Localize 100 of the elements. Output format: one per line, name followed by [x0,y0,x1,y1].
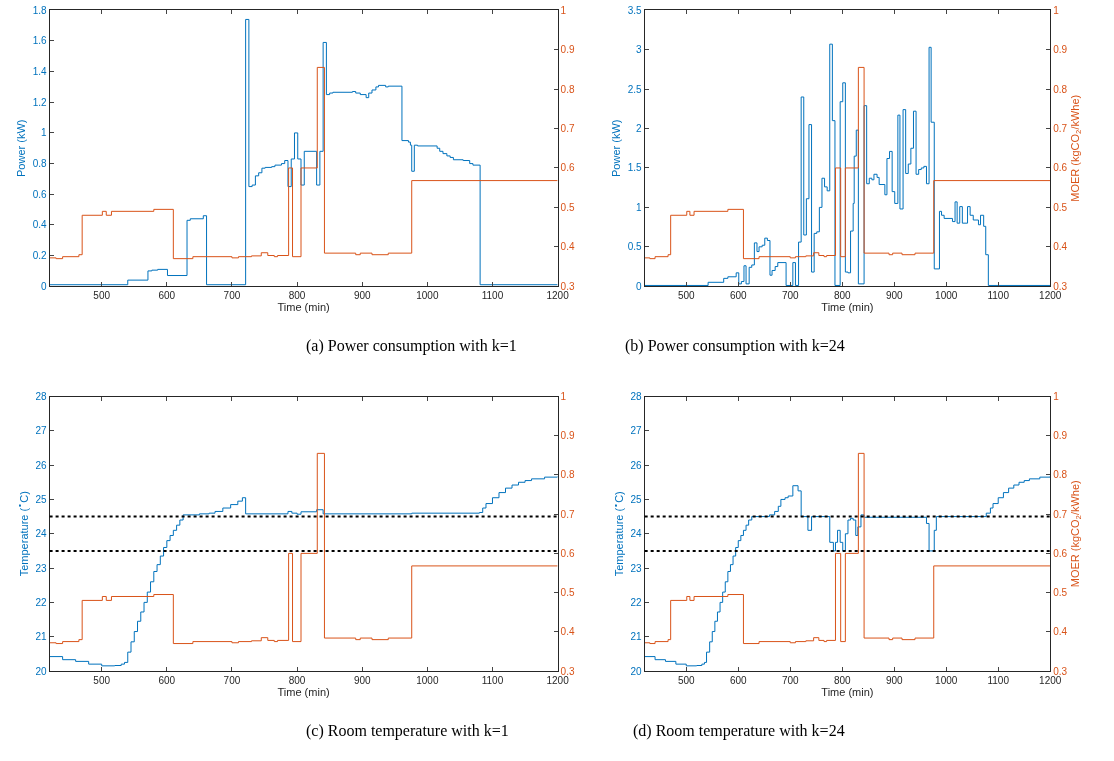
y-tick-label: 21 [630,631,643,643]
y-tick-label: 21 [35,631,48,643]
x-tick-label: 600 [729,675,748,686]
x-tick-label: 600 [158,290,176,302]
y-tick-label: 0.8 [32,158,48,170]
y-tick-label: 24 [630,528,643,540]
y2-tick-label: 0.7 [1053,508,1068,520]
x-tick-label: 600 [158,675,176,686]
y2-tick-label: 0.3 [1053,665,1068,677]
text: (b) Power consumption with k=24 [625,337,845,355]
y-tick-label: 1 [41,127,48,139]
y-tick-label: 1.6 [32,35,48,47]
y2-tick-label: 0.5 [560,201,575,213]
x-tick-label: 1000 [416,675,439,686]
y2-tick-label: 0.8 [1053,83,1068,95]
y-tick-label: 0.2 [32,250,48,262]
y2-tick-label: 1 [560,4,567,16]
x-tick-label: 800 [833,675,852,686]
x-axis-title: Time (min) [821,301,874,314]
x-tick-label: 700 [781,290,800,302]
y2-tick-label: 0.3 [560,665,575,677]
y-tick-label: 20 [35,665,48,677]
y2-tick-label: 0.4 [1053,626,1068,638]
y-tick-label: 22 [630,596,643,608]
x-tick-label: 1200 [1039,675,1062,686]
y2-tick-label: 1 [1053,4,1060,16]
x-axis-title: Time (min) [821,686,874,698]
x-tick-label: 700 [223,290,241,302]
y-tick-label: 22 [35,596,48,608]
y2-tick-label: 1 [1053,391,1060,402]
x-tick-label: 500 [677,290,696,302]
y2-tick-label: 0.9 [560,430,575,442]
y2-tick-label: 0.5 [1053,587,1068,599]
y2-tick-label: 0.6 [1053,162,1068,174]
x-axis-title: Time (min) [277,686,330,698]
y-tick-label: 0.5 [627,241,643,253]
y-tick-label: 1.5 [627,162,643,174]
y2-tick-label: 0.8 [1053,469,1068,481]
y2-tick-label: 0.8 [560,469,575,481]
y-tick-label: 28 [35,391,48,402]
x-tick-label: 900 [885,290,904,302]
y-tick-label: 0 [41,280,48,292]
x-tick-label: 1200 [546,290,570,302]
y-tick-label: 23 [630,562,643,574]
x-tick-label: 1200 [546,675,570,686]
y-tick-label: 1.8 [32,4,48,16]
y-tick-label: 23 [35,562,48,574]
x-tick-label: 900 [885,675,904,686]
y2-tick-label: 0.6 [560,162,575,174]
y-tick-label: 1 [636,201,643,213]
y-tick-label: 26 [35,459,48,471]
y2-tick-label: 0.8 [560,83,575,95]
x-tick-label: 800 [288,675,306,686]
x-tick-label: 1000 [935,290,958,302]
x-tick-label: 1100 [481,675,504,686]
y-tick-label: 2.5 [627,83,643,95]
y-tick-label: 24 [35,528,48,540]
y2-tick-label: 0.6 [560,547,575,559]
x-tick-label: 800 [288,290,306,302]
y2-tick-label: 0.4 [560,241,575,253]
y2-tick-label: 0.7 [560,123,575,135]
x-tick-label: 1000 [416,290,439,302]
y-tick-label: 3.5 [627,4,643,16]
x-tick-label: 1200 [1039,290,1062,302]
y2-tick-label: 0.9 [1053,430,1068,442]
x-tick-label: 700 [781,675,800,686]
y-axis-title: Power (kW) [610,119,623,177]
text: (d) Room temperature with k=24 [633,722,845,740]
x-tick-label: 1000 [935,675,958,686]
y-tick-label: 2 [636,123,643,135]
x-tick-label: 900 [353,290,371,302]
x-tick-label: 1100 [987,675,1010,686]
y-tick-label: 1.4 [32,66,48,78]
y2-tick-label: 0.7 [1053,123,1068,135]
y-axis-title: Power (kW) [15,119,28,177]
y2-tick-label: 0.3 [560,280,575,292]
y2-tick-label: 0.7 [560,508,575,520]
y2-tick-label: 0.4 [1053,241,1068,253]
text: (c) Room temperature with k=1 [306,722,509,740]
x-tick-label: 500 [93,290,111,302]
x-tick-label: 900 [353,675,371,686]
y2-tick-label: 0.6 [1053,547,1068,559]
y-tick-label: 0 [636,280,643,292]
x-tick-label: 1100 [481,290,504,302]
x-tick-label: 500 [677,675,696,686]
y-tick-label: 0.6 [32,188,48,200]
y2-tick-label: 0.9 [560,44,575,56]
y2-tick-label: 0.5 [560,587,575,599]
y-tick-label: 25 [35,493,48,505]
x-tick-label: 1100 [987,290,1010,302]
y-tick-label: 28 [630,391,643,402]
y-tick-label: 27 [630,425,643,437]
y2-tick-label: 0.4 [560,626,575,638]
y-tick-label: 20 [630,665,643,677]
x-tick-label: 800 [833,290,852,302]
y2-tick-label: 0.5 [1053,201,1068,213]
y2-tick-label: 0.9 [1053,44,1068,56]
x-tick-label: 600 [729,290,748,302]
y2-tick-label: 1 [560,391,567,402]
x-tick-label: 700 [223,675,241,686]
